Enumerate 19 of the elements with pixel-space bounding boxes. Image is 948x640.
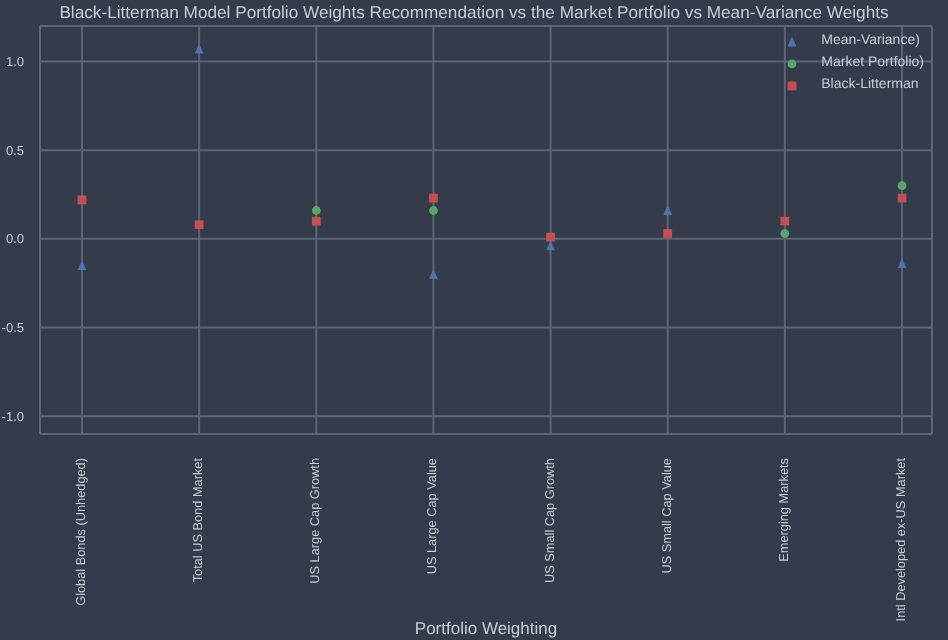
point (546, 232, 555, 242)
point (546, 240, 555, 251)
point (194, 43, 204, 54)
point (311, 206, 321, 215)
point (897, 258, 907, 269)
point (311, 216, 321, 226)
point (429, 206, 438, 215)
x-axis-title: Portfolio Weighting (414, 618, 558, 638)
point (780, 216, 790, 226)
point (77, 195, 87, 205)
point (77, 260, 87, 270)
point (429, 193, 438, 203)
point (663, 205, 673, 215)
chart-title: Black-Litterman Model Portfolio Weights Recommendation vs the Market Portfolio vs Mean-Variance Weights (57, 2, 891, 22)
point (429, 268, 438, 279)
point (663, 229, 673, 238)
point (897, 181, 907, 191)
point (780, 229, 790, 238)
point (194, 220, 204, 230)
